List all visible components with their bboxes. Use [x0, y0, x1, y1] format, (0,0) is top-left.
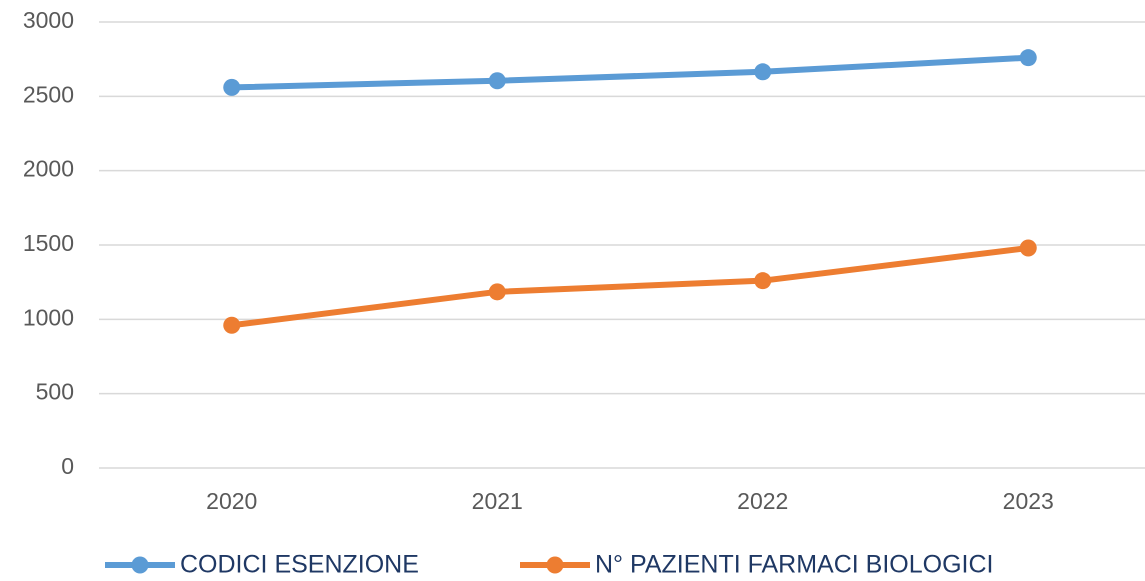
y-tick-label: 1000 — [23, 304, 74, 330]
series-marker — [754, 63, 772, 81]
series-marker — [1019, 239, 1037, 257]
series-marker — [754, 272, 772, 290]
legend-marker — [131, 556, 149, 574]
x-tick-label: 2020 — [206, 488, 257, 514]
y-tick-label: 2000 — [23, 156, 74, 182]
series-marker — [1019, 49, 1037, 67]
series-line — [231, 244, 1029, 329]
y-tick-label: 0 — [61, 453, 74, 479]
y-tick-label: 2500 — [23, 81, 74, 107]
series-marker — [488, 72, 506, 90]
y-tick-label: 1500 — [23, 230, 74, 256]
y-tick-label: 3000 — [23, 7, 74, 33]
series-marker — [488, 283, 506, 301]
x-tick-label: 2022 — [737, 488, 788, 514]
x-tick-label: 2023 — [1003, 488, 1054, 514]
legend-label: CODICI ESENZIONE — [180, 551, 419, 579]
x-tick-label: 2021 — [472, 488, 523, 514]
legend-label: N° PAZIENTI FARMACI BIOLOGICI — [595, 551, 993, 579]
series-marker — [223, 78, 241, 96]
series-line — [231, 54, 1029, 91]
legend-marker — [546, 556, 564, 574]
y-tick-label: 500 — [36, 379, 74, 405]
series-marker — [223, 316, 241, 334]
